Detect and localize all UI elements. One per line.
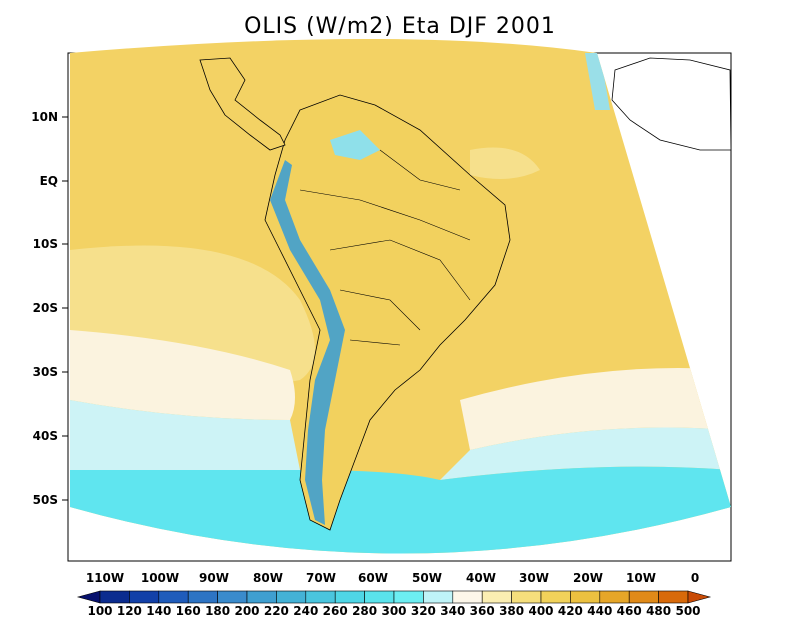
lat-label: 10N (31, 110, 58, 124)
field-band-light-blue-west (70, 400, 300, 470)
colorbar: 100 120 140 160 180 200 220 240 260 280 300 320 340 3… (76, 590, 712, 618)
lon-label: 100W (141, 571, 179, 585)
lat-label: 10S (33, 237, 58, 251)
colorbar-level-label: 240 (293, 604, 318, 618)
colorbar-segment (334, 590, 365, 604)
africa-coast (611, 57, 732, 151)
colorbar-max-arrow (687, 590, 712, 604)
colorbar-level-label: 200 (234, 604, 259, 618)
northern-highland-patch (330, 130, 380, 160)
lon-label: 70W (306, 571, 336, 585)
colorbar-segment (393, 590, 424, 604)
country-borders (299, 149, 471, 346)
south-america-land (199, 57, 732, 531)
colorbar-level-label: 140 (146, 604, 171, 618)
colorbar-level-label: 220 (264, 604, 289, 618)
andes-cordillera (270, 160, 345, 525)
field-patch-equatorial (470, 147, 540, 179)
colorbar-segment (423, 590, 454, 604)
colorbar-segment (599, 590, 630, 604)
colorbar-segment (305, 590, 336, 604)
longitude-axis: 110W 100W 90W 80W 70W 60W 50W 40W 30W 20… (86, 571, 699, 585)
colorbar-level-label: 400 (528, 604, 553, 618)
field-band-light-blue-east (440, 427, 731, 480)
colorbar-level-label: 380 (499, 604, 524, 618)
colorbar-segment (628, 590, 659, 604)
colorbar-level-label: 320 (411, 604, 436, 618)
lon-label: 10W (626, 571, 656, 585)
field-band-pale-west (70, 330, 295, 420)
colorbar-segment (658, 590, 689, 604)
lon-label: 80W (253, 571, 283, 585)
lat-label: 30S (33, 365, 58, 379)
colorbar-min-arrow (76, 590, 101, 604)
colorbar-segment (364, 590, 395, 604)
colorbar-level-label: 280 (352, 604, 377, 618)
colorbar-segment (276, 590, 307, 604)
latitude-axis: 10N EQ 10S 20S 30S 40S 50S (31, 110, 68, 507)
central-america (199, 57, 286, 151)
colorbar-level-label: 360 (470, 604, 495, 618)
colorbar-segment (129, 590, 160, 604)
lat-label: 50S (33, 493, 58, 507)
colorbar-level-label: 120 (117, 604, 142, 618)
colorbar-segment (158, 590, 189, 604)
colorbar-segment (217, 590, 248, 604)
lon-label: 0 (691, 571, 699, 585)
map-title: OLIS (W/m2) Eta DJF 2001 (244, 14, 556, 39)
colorbar-level-label: 260 (323, 604, 348, 618)
colorbar-level-label: 180 (205, 604, 230, 618)
colorbar-level-label: 420 (558, 604, 583, 618)
lat-label: 20S (33, 301, 58, 315)
lon-label: 50W (412, 571, 442, 585)
colorbar-level-label: 500 (675, 604, 700, 618)
lon-label: 20W (573, 571, 603, 585)
lon-label: 60W (358, 571, 388, 585)
colorbar-level-label: 100 (87, 604, 112, 618)
colorbar-segment (187, 590, 218, 604)
colorbar-level-label: 440 (587, 604, 612, 618)
colorbar-segment (511, 590, 542, 604)
colorbar-segment (452, 590, 483, 604)
lat-label: EQ (40, 174, 58, 188)
colorbar-segment (99, 590, 130, 604)
field-band-cold-south (70, 466, 731, 554)
field-patch-africa-edge (585, 53, 610, 110)
colorbar-level-label: 340 (440, 604, 465, 618)
colorbar-segment (570, 590, 601, 604)
lat-label: 40S (33, 429, 58, 443)
colorbar-level-label: 300 (381, 604, 406, 618)
lon-label: 30W (519, 571, 549, 585)
lon-label: 110W (86, 571, 124, 585)
colorbar-segment (246, 590, 277, 604)
lon-label: 40W (466, 571, 496, 585)
colorbar-level-label: 160 (176, 604, 201, 618)
colorbar-segment (540, 590, 571, 604)
lon-label: 90W (199, 571, 229, 585)
colorbar-segment (481, 590, 512, 604)
colorbar-level-label: 480 (646, 604, 671, 618)
colorbar-level-label: 460 (617, 604, 642, 618)
field-band-pale-east (460, 368, 731, 450)
